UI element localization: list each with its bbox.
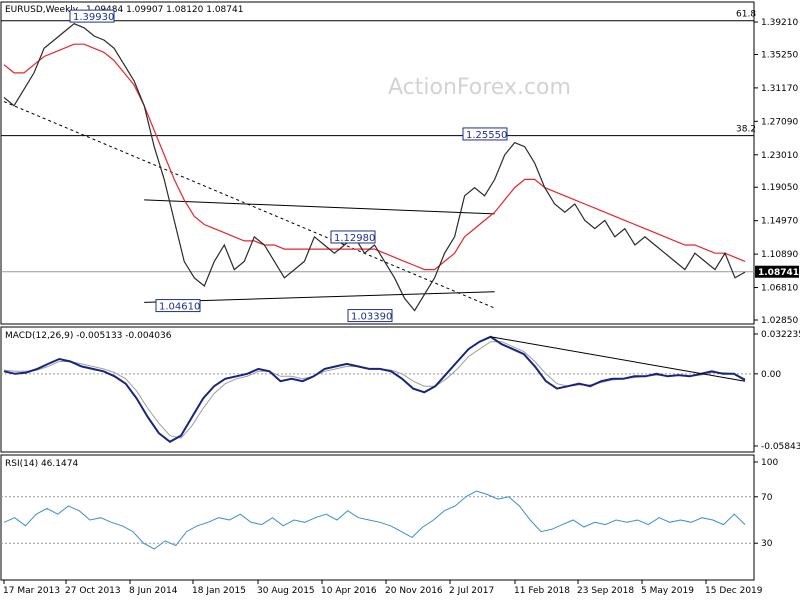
x-tick-label: 30 Aug 2015: [257, 586, 315, 596]
x-tick-label: 27 Oct 2013: [65, 586, 121, 596]
macd-layer: 0.032235 0.00 -0.058434: [1, 330, 800, 452]
rsi-panel-frame: [0, 454, 755, 581]
x-axis: 17 Mar 2013 27 Oct 2013 8 Jun 2014 18 Jan 2…: [3, 580, 763, 596]
price-panel-frame: [0, 1, 755, 325]
price-y-tick-label: 1.10890: [761, 250, 798, 260]
macd-trendline: [490, 336, 746, 382]
level-label-box: [347, 309, 393, 323]
macd-line: [3, 335, 746, 443]
x-tick-label: 23 Sep 2018: [577, 586, 634, 596]
macd-y-tick-label: 0.032235: [761, 330, 800, 340]
fib-level-label: 61.8: [736, 10, 756, 20]
chart-title: EURUSD,Weekly: [5, 5, 79, 15]
level-label-text: 1.39930: [73, 12, 114, 23]
price-y-tick-label: 1.19050: [761, 183, 798, 193]
price-trendline: [3, 101, 495, 309]
fib-level-label: 38.2: [736, 125, 756, 135]
rsi-y-tick-label: 70: [761, 493, 773, 503]
x-tick-label: 18 Jan 2015: [192, 586, 246, 596]
ema-line: [3, 43, 746, 271]
level-label-text: 1.03390: [351, 312, 392, 323]
price-trendline: [144, 199, 495, 215]
price-y-tick-label: 1.06810: [761, 284, 798, 294]
macd-title: MACD(12,26,9) -0.005133 -0.004036: [5, 331, 172, 341]
price-y-tick-label: 1.39210: [761, 18, 798, 28]
x-tick-label: 11 Feb 2018: [514, 586, 570, 596]
x-tick-label: 20 Nov 2016: [385, 586, 443, 596]
level-label-text: 1.04610: [159, 302, 200, 313]
macd-signal-line: [3, 341, 746, 439]
macd-y-tick-label: -0.058434: [761, 442, 800, 452]
x-tick-label: 2 Jul 2017: [449, 586, 494, 596]
level-label-box: [462, 127, 508, 141]
x-tick-label: 8 Jun 2014: [129, 586, 178, 596]
price-y-tick-label: 1.27090: [761, 117, 798, 127]
rsi-line: [3, 490, 746, 550]
x-tick-label: 15 Dec 2019: [705, 586, 763, 596]
macd-panel-frame: [0, 326, 755, 453]
last-price-label: 1.08741: [758, 268, 799, 278]
x-tick-label: 10 Apr 2016: [321, 586, 377, 596]
level-label-box: [69, 9, 115, 23]
price-y-tick-label: 1.35250: [761, 50, 798, 60]
price-y-tick-label: 1.23010: [761, 151, 798, 161]
chart-header: EURUSD,Weekly 1.09484 1.09907 1.08120 1.…: [5, 5, 243, 15]
level-label-text: 1.12980: [334, 233, 375, 244]
rsi-title: RSI(14) 46.1474: [5, 459, 78, 469]
rsi-y-tick-label: 30: [761, 539, 773, 549]
last-price-box: [755, 265, 799, 278]
price-y-tick-label: 1.02850: [761, 316, 798, 326]
macd-y-tick-label: 0.00: [761, 370, 781, 380]
rsi-layer: 100 70 30: [1, 458, 778, 550]
x-tick-label: 17 Mar 2013: [3, 586, 60, 596]
price-line: [3, 23, 746, 312]
price-y-tick-label: 1.31170: [761, 84, 798, 94]
level-label-box: [155, 299, 201, 313]
level-label-box: [330, 230, 376, 244]
watermark: ActionForex.com: [388, 75, 571, 100]
price-y-tick-label: 1.14970: [761, 217, 798, 227]
level-label-text: 1.25550: [466, 130, 507, 141]
price-layer: 1.39210 1.35250 1.31170 1.27090 1.23010 1.190…: [1, 9, 799, 326]
x-tick-label: 5 May 2019: [641, 586, 694, 596]
ohlc-readout: 1.09484 1.09907 1.08120 1.08741: [86, 5, 243, 15]
rsi-y-tick-label: 100: [761, 458, 778, 468]
price-trendline: [144, 291, 495, 303]
